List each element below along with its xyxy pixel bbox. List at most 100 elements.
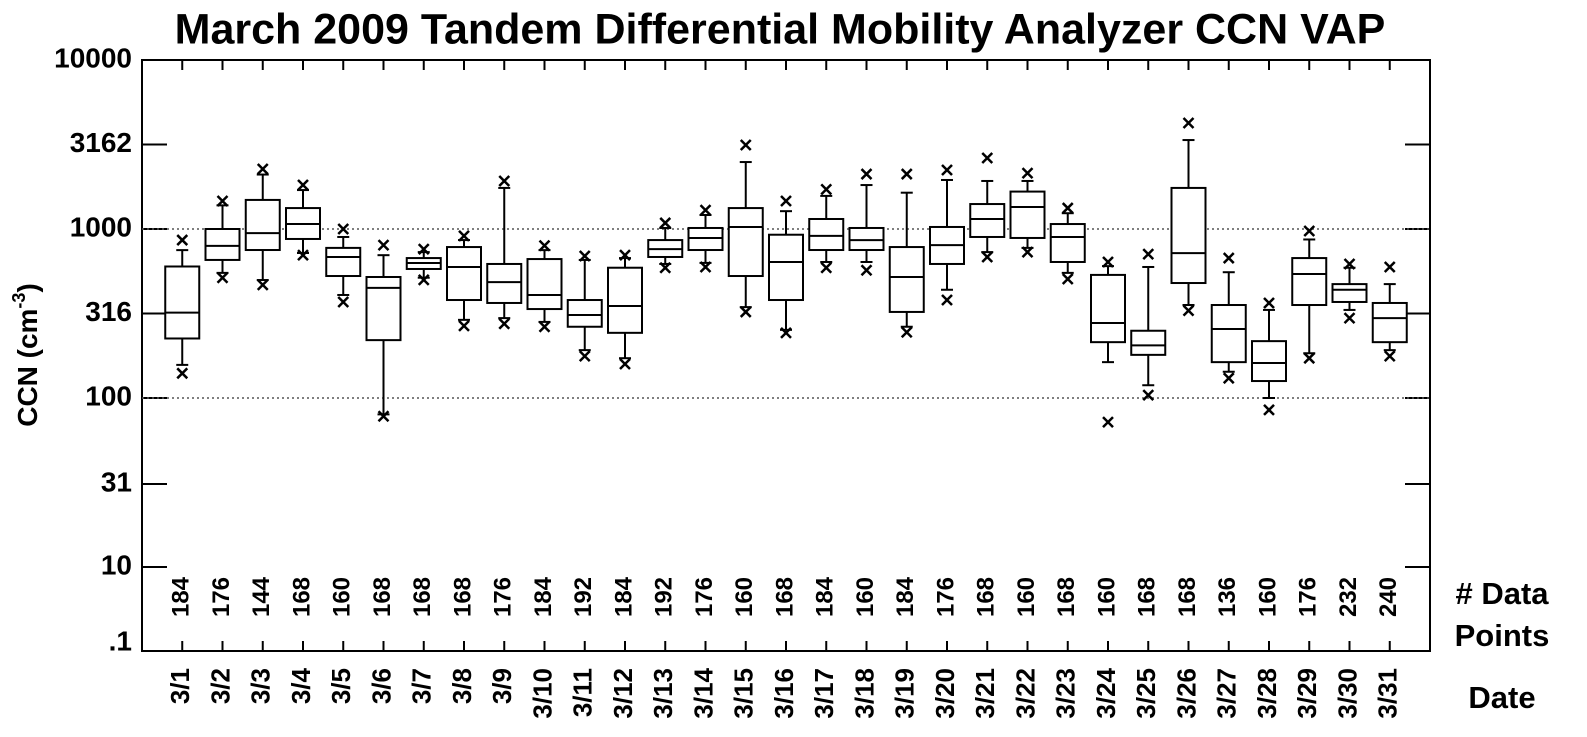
count-label: 160	[731, 577, 758, 617]
outlier-marker	[900, 326, 913, 339]
count-label: 176	[490, 577, 517, 617]
y-tick-label: 31	[101, 466, 132, 497]
count-label: 160	[1013, 577, 1040, 617]
box	[1170, 186, 1207, 285]
box	[164, 265, 201, 340]
outlier-marker	[337, 223, 350, 235]
count-label: 136	[1214, 577, 1241, 617]
box	[1009, 190, 1046, 239]
outlier-marker	[337, 296, 350, 308]
y-label-suffix: )	[12, 283, 43, 292]
outlier-marker	[256, 279, 269, 291]
box	[1210, 304, 1247, 364]
outlier-marker	[1182, 304, 1195, 317]
x-tick-label: 3/3	[246, 668, 276, 704]
outlier-marker	[1021, 167, 1034, 180]
count-label: 184	[168, 576, 195, 617]
x-tick-label: 3/8	[447, 668, 477, 704]
x-tick-label: 3/29	[1292, 668, 1322, 719]
outlier-marker	[1383, 261, 1396, 273]
x-tick-label: 3/18	[849, 668, 879, 719]
outlier-marker	[256, 163, 269, 175]
y-tick-label: 316	[85, 296, 132, 327]
x-axis-label: Date	[1468, 680, 1535, 715]
count-label: 168	[449, 577, 476, 617]
outlier-marker	[941, 294, 953, 306]
outlier-marker	[619, 249, 631, 262]
outlier-marker	[699, 204, 712, 216]
box	[727, 207, 764, 278]
outlier-marker	[458, 320, 470, 332]
count-label: 168	[1134, 577, 1161, 617]
outlier-marker	[377, 239, 390, 251]
box	[888, 246, 925, 313]
outlier-marker	[1222, 252, 1235, 264]
chart-title: March 2009 Tandem Differential Mobility …	[175, 5, 1386, 53]
x-tick-label: 3/30	[1332, 668, 1362, 719]
outlier-marker	[860, 168, 873, 180]
outlier-marker	[498, 175, 511, 187]
outlier-marker	[1343, 312, 1356, 324]
box	[848, 226, 885, 252]
box	[969, 203, 1006, 238]
outlier-marker	[578, 250, 591, 262]
box	[486, 262, 523, 304]
x-tick-label: 3/13	[648, 668, 678, 719]
count-label: 232	[1335, 577, 1362, 617]
y-axis-label: CCN (cm-3)	[9, 283, 44, 427]
outlier-marker	[1102, 256, 1114, 268]
outlier-marker	[216, 195, 229, 207]
box	[325, 246, 362, 278]
box	[1291, 257, 1328, 307]
outlier-marker	[1222, 372, 1235, 385]
box	[446, 246, 482, 302]
outlier-marker	[619, 358, 631, 370]
outlier-marker	[820, 183, 833, 196]
outlier-marker	[659, 261, 672, 274]
x-tick-label: 3/25	[1131, 668, 1161, 719]
y-tick-label: .1	[109, 625, 132, 656]
x-tick-label: 3/12	[608, 668, 638, 719]
count-label: 184	[812, 576, 839, 617]
outlier-marker	[739, 306, 752, 318]
outlier-marker	[417, 243, 430, 256]
outlier-marker	[538, 320, 551, 333]
x-tick-label: 3/26	[1171, 668, 1201, 719]
outlier-marker	[1142, 389, 1155, 402]
box	[1371, 301, 1408, 344]
count-label: 192	[570, 577, 597, 617]
count-label: 240	[1375, 577, 1402, 617]
x-tick-label: 3/9	[487, 668, 517, 704]
outlier-marker	[1142, 248, 1155, 261]
box	[526, 258, 563, 311]
outlier-marker	[578, 350, 591, 362]
count-label: 168	[1174, 577, 1201, 617]
box	[768, 233, 804, 302]
x-tick-label: 3/17	[809, 668, 839, 719]
x-tick-label: 3/21	[970, 668, 1000, 719]
outlier-marker	[176, 234, 189, 246]
y-tick-label: 100	[85, 380, 132, 411]
box	[1049, 223, 1086, 263]
y-tick-label: 10	[101, 549, 132, 580]
x-tick-label: 3/31	[1373, 668, 1403, 719]
count-label: 176	[932, 577, 959, 617]
x-tick-label: 3/28	[1252, 668, 1282, 719]
box	[1090, 273, 1126, 344]
outlier-marker	[941, 164, 953, 176]
x-tick-label: 3/5	[326, 668, 356, 704]
outlier-marker	[1263, 404, 1275, 416]
box	[607, 266, 643, 334]
x-tick-label: 3/6	[366, 668, 396, 704]
box	[687, 226, 724, 252]
x-tick-label: 3/10	[527, 668, 557, 719]
x-tick-label: 3/15	[729, 668, 759, 719]
box	[808, 217, 845, 252]
count-label: 144	[248, 576, 275, 617]
outlier-marker	[780, 195, 792, 207]
outlier-marker	[739, 139, 752, 151]
outlier-marker	[981, 152, 994, 164]
count-label: 168	[369, 577, 396, 617]
